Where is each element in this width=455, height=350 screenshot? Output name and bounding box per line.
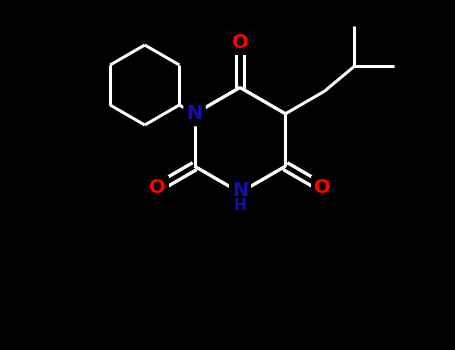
- Text: N: N: [187, 104, 202, 123]
- Text: O: O: [232, 33, 248, 52]
- Text: H: H: [233, 198, 246, 214]
- Text: O: O: [149, 178, 166, 197]
- Text: O: O: [314, 178, 331, 197]
- Text: N: N: [232, 181, 248, 199]
- Text: N: N: [232, 181, 248, 199]
- Text: H: H: [233, 198, 246, 214]
- Text: N: N: [187, 104, 202, 123]
- Text: O: O: [149, 178, 166, 197]
- Text: O: O: [232, 33, 248, 52]
- Text: O: O: [314, 178, 331, 197]
